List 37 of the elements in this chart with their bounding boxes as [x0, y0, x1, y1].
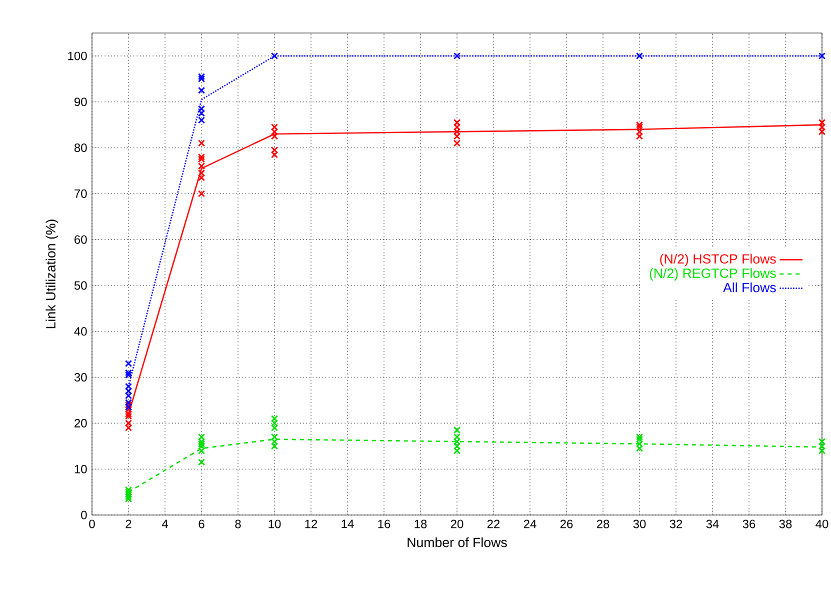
x-tick-label: 22	[487, 520, 500, 528]
x-tick-label: 12	[305, 520, 318, 528]
legend-label: (N/2) REGTCP Flows	[650, 268, 776, 281]
x-axis-title: Number of Flows	[408, 537, 507, 548]
y-axis-title: Link Utilization (%)	[46, 220, 58, 328]
x-tick-label: 16	[378, 520, 390, 528]
y-tick-label: 80	[74, 144, 87, 152]
x-tick-label: 24	[524, 520, 536, 528]
x-tick-label: 18	[414, 520, 427, 528]
y-tick-label: 60	[74, 235, 87, 244]
y-tick-label: 50	[74, 281, 87, 290]
y-tick-label: 30	[74, 373, 87, 382]
x-tick-label: 38	[779, 520, 792, 528]
x-tick-label: 0	[89, 520, 95, 528]
x-tick-label: 8	[235, 520, 241, 528]
y-tick-label: 90	[74, 98, 87, 106]
y-tick-label: 10	[74, 464, 87, 474]
x-tick-label: 2	[126, 520, 132, 528]
y-tick-label: 40	[74, 327, 87, 336]
y-tick-label: 70	[74, 189, 87, 198]
x-tick-label: 6	[198, 520, 204, 528]
x-tick-label: 26	[560, 520, 573, 528]
x-tick-label: 20	[450, 520, 464, 528]
x-tick-label: 40	[816, 520, 828, 528]
x-tick-label: 28	[596, 520, 610, 528]
y-tick-label: 20	[74, 418, 87, 428]
x-tick-label: 32	[670, 520, 682, 528]
legend-label: All Flows	[723, 282, 776, 292]
x-tick-label: 34	[706, 520, 719, 528]
x-tick-label: 10	[268, 520, 281, 528]
legend-label: (N/2) HSTCP Flows	[660, 254, 776, 266]
x-tick-label: 14	[342, 520, 354, 528]
y-tick-label: 0	[81, 510, 87, 520]
x-tick-label: 36	[742, 520, 756, 528]
x-tick-label: 30	[633, 520, 646, 528]
y-tick-label: 100	[68, 52, 87, 60]
x-tick-label: 4	[162, 520, 168, 528]
